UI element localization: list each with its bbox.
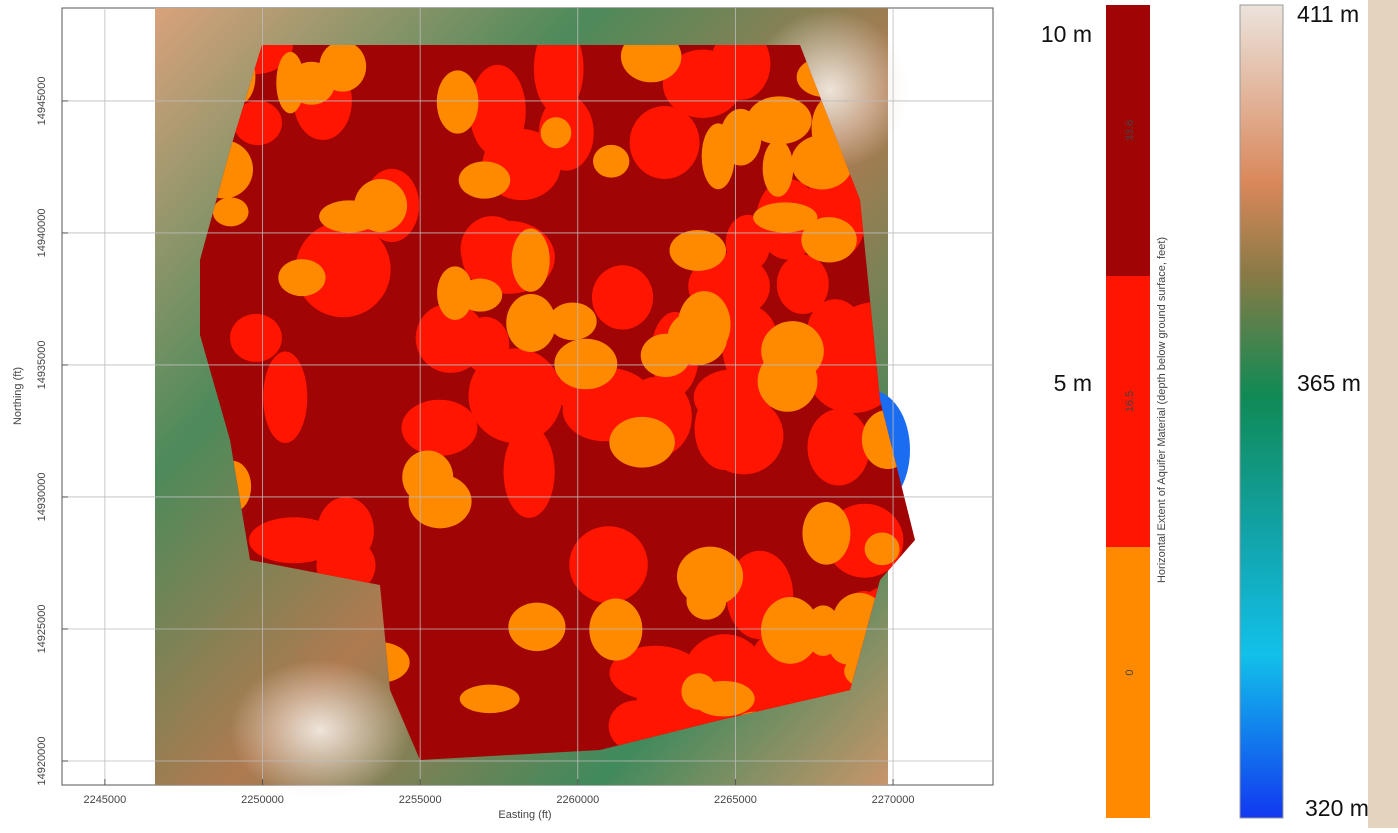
y-tick-label: 14925000: [36, 604, 48, 653]
elevation-label: 320 m: [1305, 795, 1369, 821]
extent-patch: [758, 351, 818, 412]
extent-patch: [317, 497, 374, 565]
extent-patch: [670, 230, 726, 271]
extent-patch: [702, 123, 735, 189]
elevation-label: 365 m: [1297, 370, 1361, 396]
extent-patch: [230, 314, 282, 362]
x-axis-label: Easting (ft): [498, 809, 551, 821]
page: 2245000 2250000 2255000 2260000 2265000 22700…: [0, 0, 1398, 828]
depth-class-label: 16.5: [1124, 391, 1136, 412]
extent-patch: [354, 179, 407, 232]
depth-legend-title: Horizontal Extent of Aquifer Material (d…: [1156, 237, 1168, 583]
extent-patch: [589, 599, 642, 661]
extent-patch: [593, 145, 629, 178]
extent-patch: [508, 603, 565, 651]
elevation-bar: [1240, 5, 1283, 818]
extent-patch: [865, 533, 900, 566]
extent-patch: [802, 502, 850, 565]
extent-patch: [458, 279, 502, 312]
extent-patch: [630, 106, 700, 179]
terrain-highlight: [230, 660, 410, 800]
extent-patch: [541, 117, 572, 148]
depth-class-label: 0: [1124, 669, 1136, 675]
extent-patch: [469, 348, 563, 443]
extent-patch: [512, 229, 550, 292]
elevation-label: 411 m: [1297, 1, 1359, 27]
x-tick-label: 2245000: [83, 794, 126, 806]
x-tick-label: 2260000: [556, 794, 599, 806]
extent-patch: [692, 681, 754, 717]
x-tick-label: 2265000: [714, 794, 757, 806]
extent-patch: [460, 685, 520, 713]
extent-patch: [641, 334, 691, 377]
extent-patch: [807, 409, 869, 485]
y-tick-label: 14930000: [36, 472, 48, 521]
extent-patch: [278, 259, 325, 296]
depth-annotation: 5 m: [1054, 370, 1092, 396]
extent-patch: [506, 294, 556, 352]
extent-patch: [747, 96, 812, 144]
y-tick-label: 14945000: [36, 76, 48, 125]
extent-patch: [763, 140, 794, 197]
extent-patch: [609, 417, 675, 468]
extent-patch: [288, 62, 335, 105]
extent-patch: [401, 400, 477, 456]
y-tick-label: 14935000: [36, 340, 48, 389]
extent-patch: [686, 582, 726, 620]
extent-patch: [554, 339, 617, 390]
y-axis-label: Northing (ft): [12, 367, 24, 425]
extent-patch: [569, 526, 648, 603]
depth-legend: 0 16.5 33.6: [1106, 5, 1150, 818]
depth-class-label: 33.6: [1124, 120, 1136, 141]
extent-patch: [459, 161, 511, 198]
extent-patch: [805, 605, 841, 655]
extent-patch: [592, 265, 653, 329]
y-tick-label: 14940000: [36, 208, 48, 257]
x-tick-label: 2270000: [872, 794, 915, 806]
extent-patch: [409, 475, 472, 529]
extent-patch: [437, 70, 479, 133]
extent-patch: [549, 302, 597, 340]
x-tick-label: 2250000: [241, 794, 284, 806]
depth-annotation: 10 m: [1041, 21, 1092, 47]
x-tick-label: 2255000: [399, 794, 442, 806]
extent-patch: [470, 65, 526, 157]
extent-patch: [213, 197, 249, 226]
background-strip: [1368, 0, 1398, 828]
y-tick-label: 14920000: [36, 736, 48, 785]
extent-patch: [753, 202, 817, 232]
depth-class-swatch: [1106, 547, 1150, 818]
